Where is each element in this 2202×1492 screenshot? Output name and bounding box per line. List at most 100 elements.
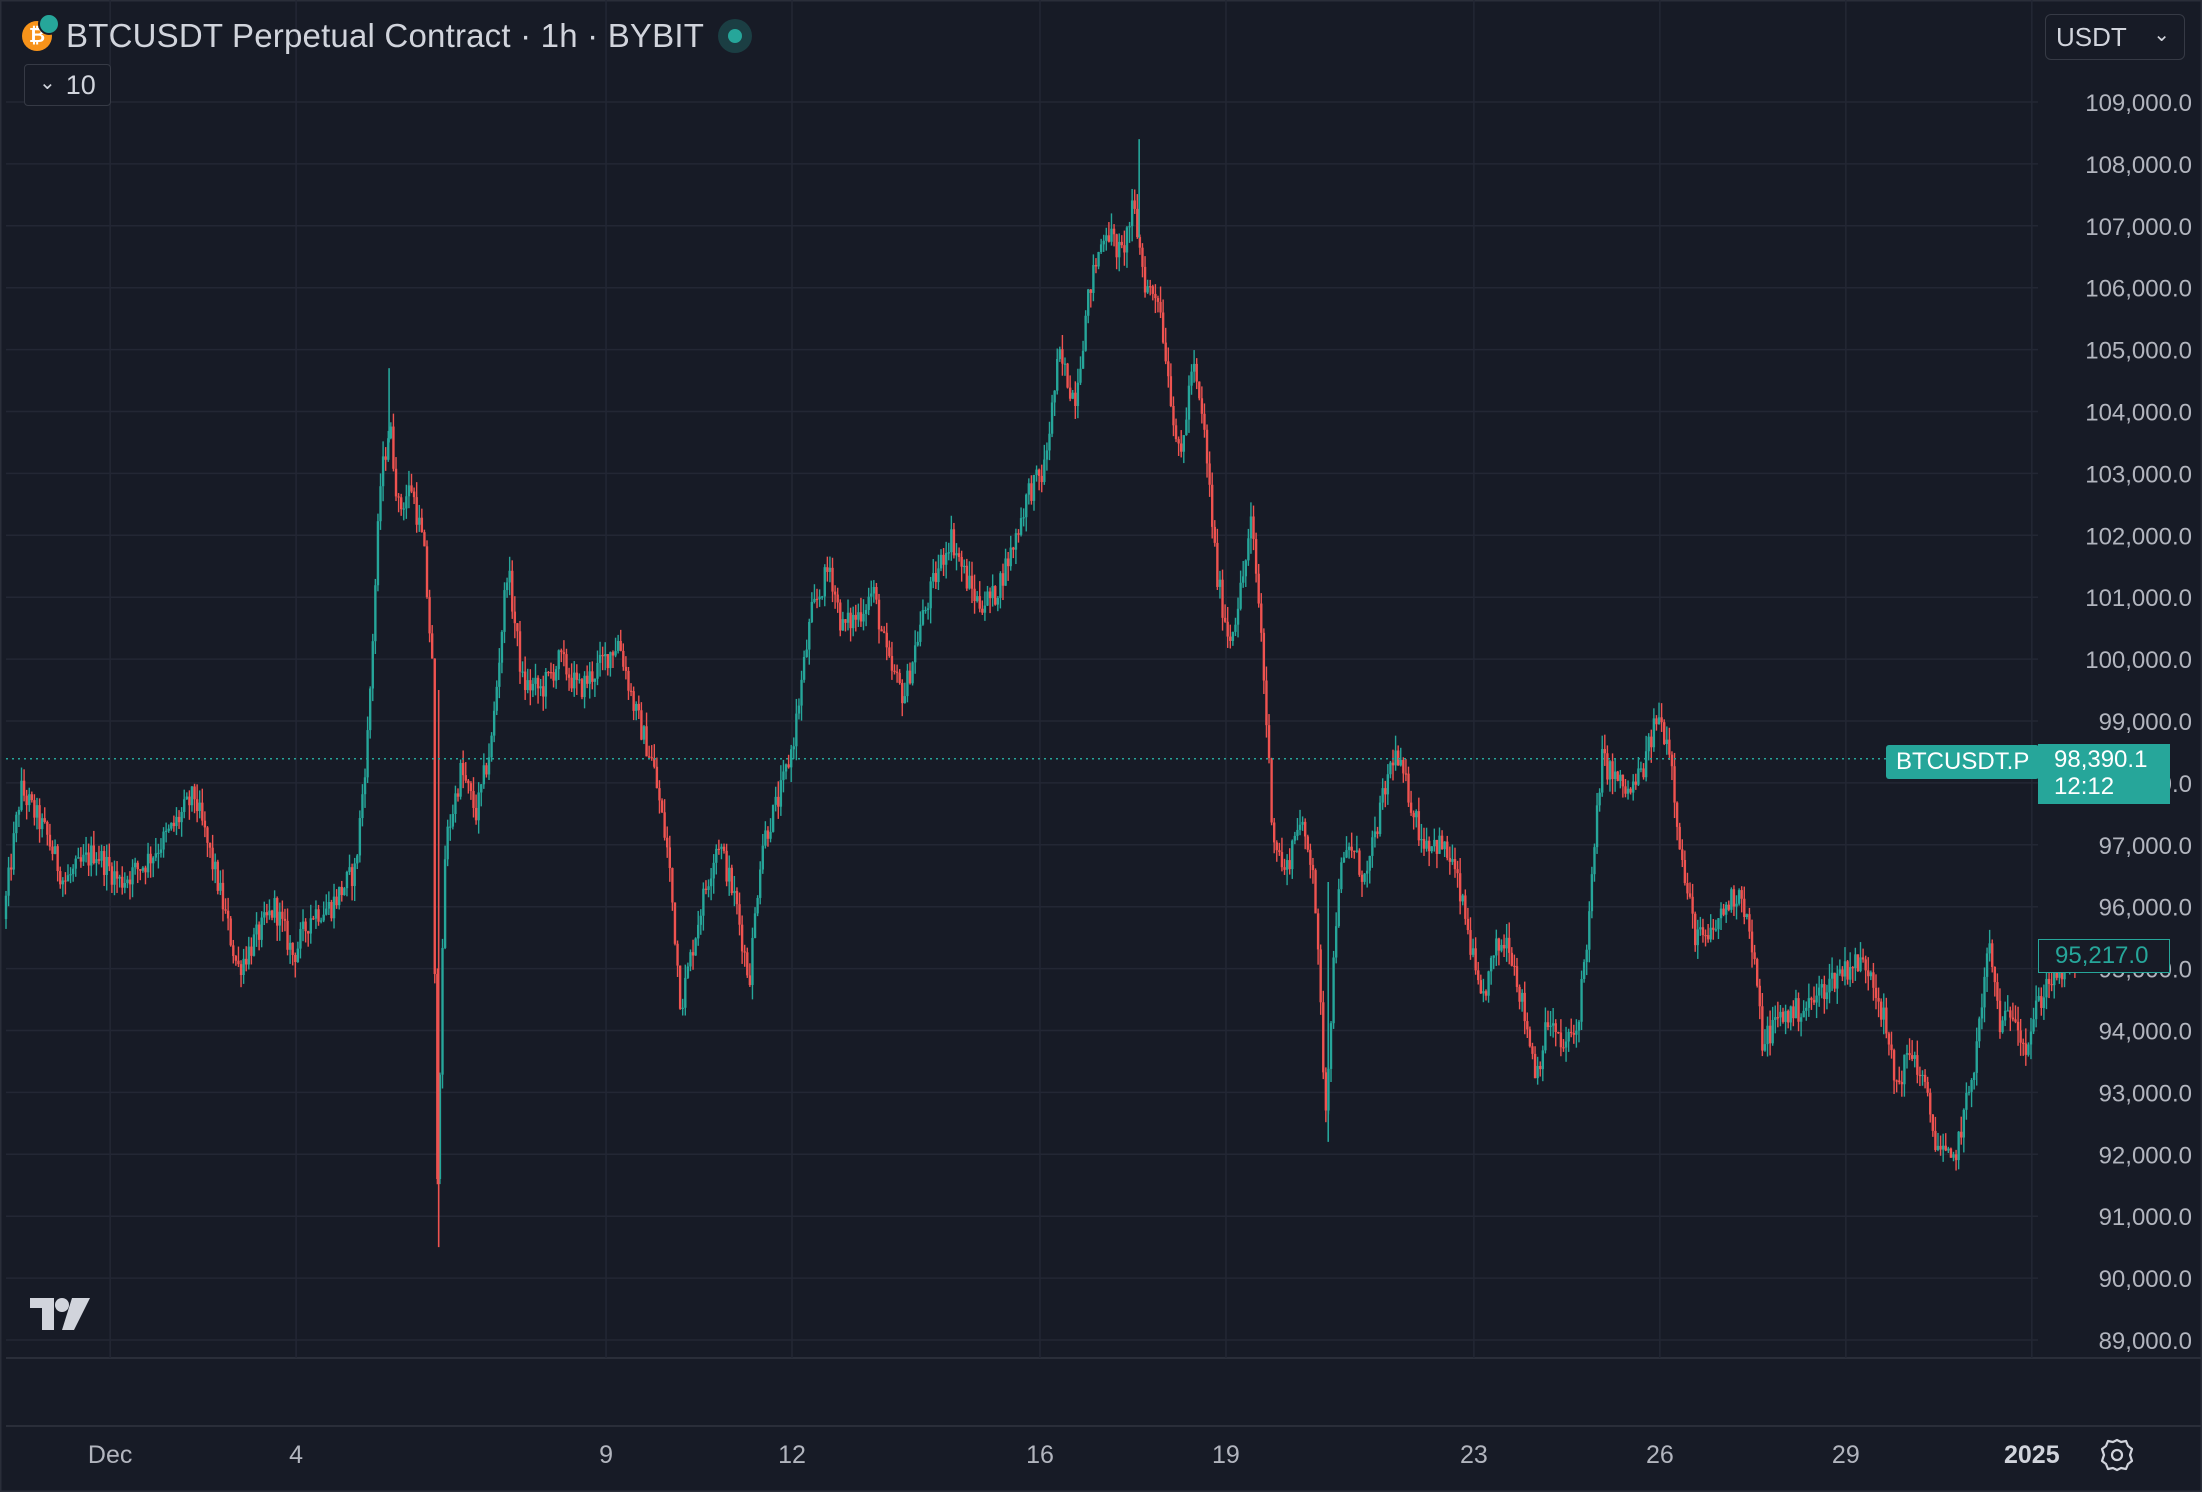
candle bbox=[1913, 1051, 1916, 1068]
candle bbox=[1270, 757, 1273, 826]
bar-countdown: 12:12 bbox=[2054, 773, 2115, 800]
candle bbox=[712, 854, 715, 894]
candle bbox=[2006, 995, 2009, 1012]
candle bbox=[1792, 1000, 1795, 1027]
candle bbox=[384, 447, 387, 471]
candle bbox=[903, 682, 907, 704]
candle bbox=[1905, 1044, 1909, 1069]
candle bbox=[758, 861, 762, 905]
time-tick-label: 23 bbox=[1460, 1441, 1488, 1469]
candle bbox=[1670, 751, 1674, 781]
candle bbox=[1053, 390, 1056, 417]
candle bbox=[283, 908, 287, 932]
candle bbox=[374, 578, 377, 654]
candle bbox=[673, 902, 677, 946]
candle bbox=[640, 702, 643, 741]
candle bbox=[392, 413, 395, 472]
candle bbox=[1014, 528, 1018, 565]
candle bbox=[118, 874, 121, 888]
candle bbox=[229, 916, 232, 947]
candle bbox=[1606, 745, 1609, 785]
candle bbox=[647, 745, 651, 759]
candle bbox=[1291, 839, 1294, 879]
candle bbox=[1458, 858, 1462, 915]
candle bbox=[1234, 617, 1237, 637]
candle bbox=[575, 664, 579, 695]
candle bbox=[301, 909, 305, 942]
candle bbox=[461, 750, 465, 789]
tradingview-logo-icon[interactable] bbox=[28, 1296, 92, 1332]
candle bbox=[539, 678, 542, 697]
candle bbox=[4, 890, 8, 929]
candle bbox=[547, 671, 550, 677]
candle bbox=[490, 732, 493, 762]
candle bbox=[1050, 394, 1054, 438]
candle bbox=[720, 843, 723, 860]
candle bbox=[247, 936, 250, 970]
candle bbox=[1415, 809, 1418, 828]
candle bbox=[1859, 942, 1862, 973]
candle bbox=[841, 611, 845, 631]
candle bbox=[1438, 827, 1441, 854]
candle bbox=[1027, 478, 1031, 505]
candle bbox=[1686, 872, 1689, 900]
candle bbox=[366, 716, 369, 783]
candle bbox=[1805, 1001, 1808, 1021]
candle bbox=[725, 843, 728, 887]
candle bbox=[1136, 194, 1139, 239]
candle bbox=[389, 422, 393, 440]
candle bbox=[513, 596, 517, 639]
candle bbox=[319, 917, 323, 924]
candle bbox=[653, 744, 656, 769]
candle bbox=[1043, 444, 1046, 485]
candle bbox=[787, 754, 790, 769]
candle bbox=[1187, 375, 1191, 433]
candle bbox=[216, 859, 219, 895]
candle bbox=[1603, 734, 1607, 766]
candle bbox=[232, 939, 235, 964]
candle bbox=[1241, 560, 1245, 588]
candle bbox=[965, 558, 969, 592]
candle bbox=[164, 822, 168, 843]
candle bbox=[1495, 929, 1498, 966]
candle bbox=[1996, 973, 1999, 1010]
candle bbox=[854, 604, 857, 632]
candle bbox=[1479, 974, 1483, 994]
candle bbox=[1988, 929, 1991, 962]
candle bbox=[46, 820, 49, 846]
candle bbox=[994, 585, 997, 606]
candle bbox=[1154, 284, 1157, 314]
price-tick-label: 97,000.0 bbox=[2099, 833, 2192, 860]
candle bbox=[1089, 288, 1093, 308]
candle bbox=[565, 648, 568, 681]
candle bbox=[588, 662, 591, 699]
candle bbox=[252, 927, 256, 957]
candle bbox=[655, 757, 659, 789]
candle bbox=[627, 666, 630, 700]
market-open-icon[interactable] bbox=[718, 19, 753, 53]
candle bbox=[92, 830, 96, 865]
candle bbox=[1598, 788, 1601, 812]
candle bbox=[1854, 947, 1857, 981]
price-tick-label: 96,000.0 bbox=[2099, 895, 2192, 922]
candle bbox=[963, 559, 966, 574]
candle bbox=[100, 844, 103, 868]
candle bbox=[1526, 1012, 1529, 1039]
candle bbox=[1655, 715, 1658, 731]
candle bbox=[1712, 918, 1715, 940]
candle bbox=[764, 821, 767, 849]
candle bbox=[598, 641, 602, 677]
price-tick-label: 105,000.0 bbox=[2085, 338, 2192, 365]
candle bbox=[358, 810, 362, 863]
candle bbox=[221, 869, 225, 922]
candle bbox=[1890, 1031, 1893, 1059]
candle bbox=[348, 854, 351, 875]
candle bbox=[1448, 846, 1452, 875]
currency-select[interactable]: USDT ⌄ bbox=[2045, 14, 2185, 60]
candle bbox=[131, 859, 134, 898]
candle bbox=[1513, 954, 1516, 976]
settings-gear-icon[interactable] bbox=[2100, 1438, 2134, 1472]
indicators-toggle-button[interactable]: ⌄ 10 bbox=[24, 64, 111, 106]
